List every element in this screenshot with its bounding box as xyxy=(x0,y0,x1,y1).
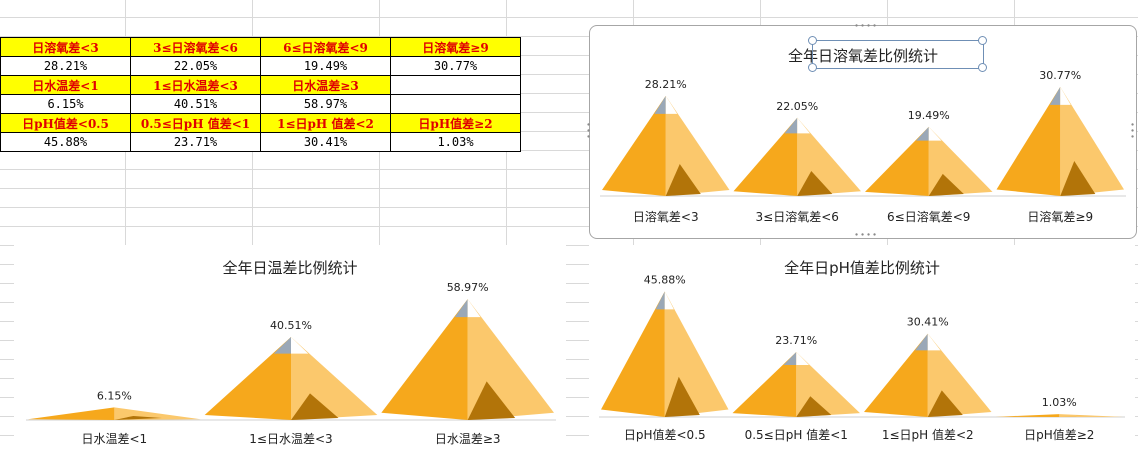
data-label: 58.97% xyxy=(447,281,489,294)
data-label: 6.15% xyxy=(97,389,132,402)
header-cell[interactable]: 日pH值差<0.5 xyxy=(0,113,131,133)
table-header-row: 日pH值差<0.5 0.5≤日pH 值差<1 1≤日pH 值差<2 日pH值差≥2 xyxy=(0,113,521,133)
ph-chart-canvas: 全年日pH值差比例统计 45.88% 日pH值差<0.5 23.71% 0.5≤日pH … xyxy=(599,259,1125,442)
chart-grip-bottom[interactable]: ∙∙∙∙ xyxy=(854,230,879,239)
table-row: 45.88% 23.71% 30.41% 1.03% xyxy=(0,132,521,152)
header-cell[interactable]: 1≤日pH 值差<2 xyxy=(260,113,391,133)
bar-mountain[interactable] xyxy=(733,117,862,196)
table-row: 6.15% 40.51% 58.97% xyxy=(0,94,521,114)
category-label: 日pH值差≥2 xyxy=(1024,427,1094,442)
data-label: 22.05% xyxy=(776,100,818,113)
category-label: 3≤日溶氧差<6 xyxy=(756,209,839,224)
data-label: 28.21% xyxy=(645,78,687,91)
header-cell[interactable]: 日pH值差≥2 xyxy=(390,113,521,133)
header-cell[interactable]: 日水温差≥3 xyxy=(260,75,391,95)
water-temperature-chart[interactable]: 全年日温差比例统计 6.15% 日水温差<1 40.51% 1≤日水温差<3 58.97%… xyxy=(14,245,566,453)
value-cell[interactable]: 6.15% xyxy=(0,94,131,114)
table-row: 28.21% 22.05% 19.49% 30.77% xyxy=(0,56,521,76)
resize-handle[interactable] xyxy=(978,36,987,45)
bar-mountain[interactable] xyxy=(602,95,730,196)
table-header-row: 日溶氧差<3 3≤日溶氧差<6 6≤日溶氧差<9 日溶氧差≥9 xyxy=(0,37,521,57)
value-cell[interactable]: 28.21% xyxy=(0,56,131,76)
bar-mountain[interactable] xyxy=(381,299,554,420)
category-label: 6≤日溶氧差<9 xyxy=(887,209,970,224)
resize-handle[interactable] xyxy=(808,36,817,45)
category-label: 日溶氧差<3 xyxy=(633,209,699,224)
chart-grip-top[interactable]: ∙∙∙∙ xyxy=(854,21,879,30)
header-cell[interactable]: 日溶氧差<3 xyxy=(0,37,131,57)
value-cell[interactable]: 30.41% xyxy=(260,132,391,152)
data-label: 30.41% xyxy=(907,316,949,329)
data-table: 日溶氧差<3 3≤日溶氧差<6 6≤日溶氧差<9 日溶氧差≥9 28.21% 22.05%… xyxy=(0,37,521,152)
header-cell[interactable]: 日溶氧差≥9 xyxy=(390,37,521,57)
ph-chart[interactable]: 全年日pH值差比例统计 45.88% 日pH值差<0.5 23.71% 0.5≤日pH … xyxy=(589,245,1135,453)
table-header-row: 日水温差<1 1≤日水温差<3 日水温差≥3 xyxy=(0,75,521,95)
data-label: 19.49% xyxy=(908,109,950,122)
data-label: 40.51% xyxy=(270,319,312,332)
bar-mountain[interactable] xyxy=(732,352,861,417)
chart-grip-right[interactable]: ∙ ∙ ∙ xyxy=(1130,120,1137,141)
chart-title: 全年日温差比例统计 xyxy=(222,259,357,277)
data-label: 1.03% xyxy=(1042,396,1077,409)
water-temperature-chart-canvas: 全年日温差比例统计 6.15% 日水温差<1 40.51% 1≤日水温差<3 58.97%… xyxy=(26,259,556,446)
value-cell[interactable]: 19.49% xyxy=(260,56,391,76)
title-selection-box xyxy=(812,40,984,69)
bar-mountain[interactable] xyxy=(28,407,201,420)
header-cell[interactable]: 1≤日水温差<3 xyxy=(130,75,261,95)
value-cell[interactable]: 45.88% xyxy=(0,132,131,152)
dissolved-oxygen-chart-canvas: 全年日溶氧差比例统计 28.21% 日溶氧差<3 22.05% 3≤日溶氧差<6 19.4… xyxy=(600,47,1126,224)
bar-mountain[interactable] xyxy=(865,126,993,196)
category-label: 0.5≤日pH 值差<1 xyxy=(745,427,848,442)
header-cell[interactable]: 日水温差<1 xyxy=(0,75,131,95)
value-cell[interactable]: 40.51% xyxy=(130,94,261,114)
resize-handle[interactable] xyxy=(978,63,987,72)
value-cell[interactable] xyxy=(390,94,521,114)
chart-title: 全年日溶氧差比例统计 xyxy=(788,47,938,65)
chart-title: 全年日pH值差比例统计 xyxy=(784,259,940,277)
bar-mountain[interactable] xyxy=(601,291,729,417)
header-cell[interactable]: 6≤日溶氧差<9 xyxy=(260,37,391,57)
category-label: 1≤日水温差<3 xyxy=(249,432,332,446)
category-label: 日水温差≥3 xyxy=(435,432,501,446)
bar-mountain[interactable] xyxy=(204,336,378,420)
category-label: 日pH值差<0.5 xyxy=(624,427,706,442)
header-cell[interactable] xyxy=(390,75,521,95)
value-cell[interactable]: 58.97% xyxy=(260,94,391,114)
resize-handle[interactable] xyxy=(808,63,817,72)
bar-mountain[interactable] xyxy=(996,86,1125,196)
category-label: 1≤日pH 值差<2 xyxy=(882,427,974,442)
data-label: 23.71% xyxy=(775,334,817,347)
category-label: 日溶氧差≥9 xyxy=(1027,209,1093,224)
category-label: 日水温差<1 xyxy=(81,432,147,446)
dissolved-oxygen-chart[interactable]: 全年日溶氧差比例统计 28.21% 日溶氧差<3 22.05% 3≤日溶氧差<6 19.4… xyxy=(586,21,1137,239)
value-cell[interactable]: 30.77% xyxy=(390,56,521,76)
bar-mountain[interactable] xyxy=(864,333,992,417)
data-label: 30.77% xyxy=(1039,69,1081,82)
header-cell[interactable]: 0.5≤日pH 值差<1 xyxy=(130,113,261,133)
value-cell[interactable]: 1.03% xyxy=(390,132,521,152)
data-label: 45.88% xyxy=(644,273,686,286)
value-cell[interactable]: 23.71% xyxy=(130,132,261,152)
value-cell[interactable]: 22.05% xyxy=(130,56,261,76)
header-cell[interactable]: 3≤日溶氧差<6 xyxy=(130,37,261,57)
bar-mountain[interactable] xyxy=(995,414,1124,417)
chart-grip-left[interactable]: ∙ ∙ ∙ xyxy=(586,120,593,141)
